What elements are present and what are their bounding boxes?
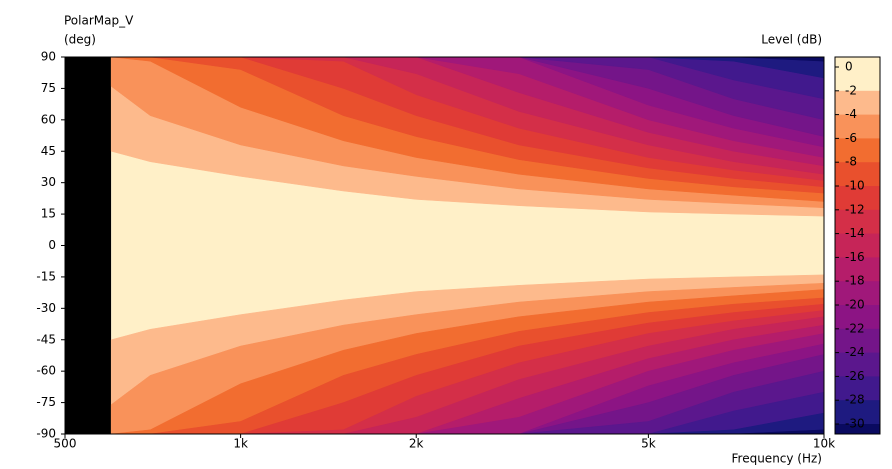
colorbar-band — [835, 328, 880, 354]
colorbar-band — [835, 424, 880, 435]
x-tick-label: 500 — [54, 437, 77, 451]
colorbar-band — [835, 57, 880, 68]
colorbar-band — [835, 138, 880, 163]
colorbar-band — [835, 376, 880, 401]
y-tick-label: 30 — [41, 175, 56, 189]
colorbar-tick-label: -2 — [845, 83, 857, 97]
colorbar-band — [835, 257, 880, 282]
colorbar-band — [835, 90, 880, 116]
colorbar-tick-label: -18 — [845, 274, 865, 288]
colorbar-tick-label: -12 — [845, 202, 865, 216]
colorbar-frame — [834, 56, 881, 435]
chart-title: PolarMap_V — [64, 14, 134, 28]
colorbar-tick-label: -4 — [845, 107, 857, 121]
x-tick-label: 10k — [813, 437, 835, 451]
y-axis-label: (deg) — [64, 33, 96, 47]
no-data-region — [65, 57, 112, 434]
colorbar-tick-label: 0 — [845, 60, 853, 74]
colorbar-tick-label: -8 — [845, 155, 857, 169]
y-tick-label: 15 — [41, 207, 56, 221]
x-tick-label: 5k — [641, 437, 656, 451]
colorbar-band — [835, 281, 880, 306]
x-axis-label: Frequency (Hz) — [732, 452, 823, 466]
y-tick-label: -60 — [36, 364, 56, 378]
colorbar-tick-label: -26 — [845, 369, 865, 383]
colorbar-band — [835, 114, 880, 139]
colorbar-band — [835, 186, 880, 211]
y-tick-label: 0 — [48, 238, 56, 252]
colorbar-tick-label: -6 — [845, 131, 857, 145]
colorbar-tick-label: -24 — [845, 345, 865, 359]
colorbar-tick-label: -22 — [845, 321, 865, 335]
x-tick-label: 2k — [409, 437, 424, 451]
y-tick-label: -30 — [36, 301, 56, 315]
colorbar-tick-label: -14 — [845, 226, 865, 240]
colorbar-tick-label: -16 — [845, 250, 865, 264]
colorbar-tick-label: -20 — [845, 298, 865, 312]
y-tick-label: -15 — [36, 269, 56, 283]
colorbar-band — [835, 162, 880, 187]
colorbar-band — [835, 233, 880, 258]
y-tick-label: 45 — [41, 144, 56, 158]
y-tick-label: 75 — [41, 81, 56, 95]
colorbar-tick-label: -30 — [845, 417, 865, 431]
colorbar-band — [835, 305, 880, 330]
x-tick-label: 1k — [233, 437, 248, 451]
colorbar-tick-label: -28 — [845, 393, 865, 407]
colorbar-label: Level (dB) — [761, 33, 822, 47]
colorbar-band — [835, 352, 880, 377]
colorbar-band — [835, 209, 880, 235]
y-tick-label: 90 — [41, 50, 56, 64]
y-tick-label: -90 — [36, 427, 56, 441]
y-tick-label: 60 — [41, 112, 56, 126]
y-tick-label: -45 — [36, 332, 56, 346]
colorbar-tick-label: -10 — [845, 179, 865, 193]
colorbar-band — [835, 400, 880, 425]
colorbar-band — [835, 67, 880, 92]
y-tick-label: -75 — [36, 395, 56, 409]
